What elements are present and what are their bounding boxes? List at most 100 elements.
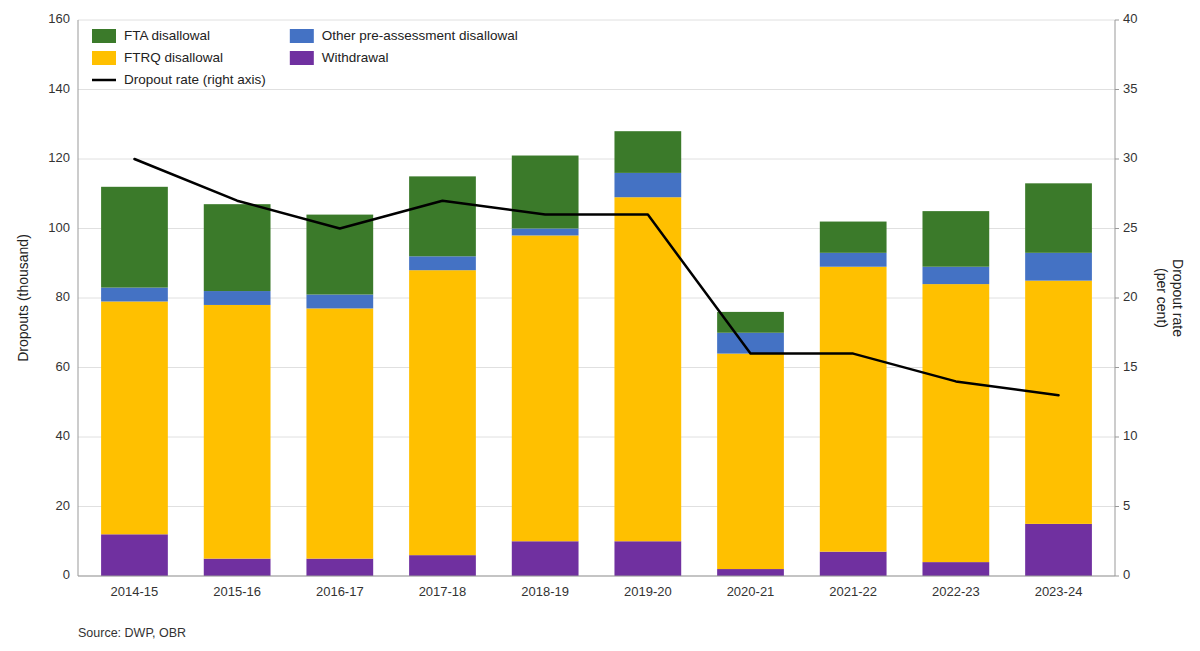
- legend-symbol: [290, 29, 314, 43]
- bar-segment: [306, 308, 373, 558]
- legend-label: FTA disallowal: [124, 28, 210, 43]
- y2-tick: [1115, 367, 1119, 368]
- grid-line: [78, 20, 1115, 21]
- x-tick-label: 2020-21: [727, 584, 775, 599]
- x-tick-label: 2016-17: [316, 584, 364, 599]
- y2-tick-label: 30: [1123, 150, 1137, 165]
- bar-segment: [820, 222, 887, 253]
- x-tick-label: 2022-23: [932, 584, 980, 599]
- y2-tick-label: 40: [1123, 11, 1137, 26]
- bar-segment: [101, 187, 168, 288]
- y-axis-label: Dropouts (thousand): [15, 234, 31, 362]
- y2-tick-label: 25: [1123, 220, 1137, 235]
- bar-segment: [614, 541, 681, 576]
- bar-segment: [922, 284, 989, 562]
- line: [134, 159, 1058, 395]
- legend-item: Withdrawal: [290, 50, 389, 65]
- bar-segment: [306, 215, 373, 295]
- legend-item: Other pre-assessment disallowal: [290, 28, 518, 43]
- bar-segment: [820, 253, 887, 267]
- x-tick-label: 2023-24: [1035, 584, 1083, 599]
- y2-tick-label: 35: [1123, 81, 1137, 96]
- legend-label: Other pre-assessment disallowal: [322, 28, 518, 43]
- y2-tick: [1115, 228, 1119, 229]
- bar-segment: [717, 569, 784, 576]
- x-tick-label: 2015-16: [213, 584, 261, 599]
- legend-label: FTRQ disallowal: [124, 50, 223, 65]
- y2-tick: [1115, 159, 1119, 160]
- y-tick-label: 40: [56, 428, 70, 443]
- x-tick-label: 2021-22: [829, 584, 877, 599]
- y-tick-label: 100: [48, 220, 70, 235]
- bar-segment: [101, 301, 168, 534]
- y-tick-label: 80: [56, 289, 70, 304]
- legend-item: FTRQ disallowal: [92, 50, 223, 65]
- bar-segment: [820, 267, 887, 552]
- bar-segment: [717, 354, 784, 569]
- grid-line: [78, 576, 1115, 577]
- legend-symbol: [92, 51, 116, 65]
- y2-tick: [1115, 20, 1119, 21]
- bar-segment: [512, 156, 579, 229]
- x-tick-label: 2019-20: [624, 584, 672, 599]
- bar-segment: [614, 197, 681, 541]
- bar-segment: [512, 235, 579, 541]
- bar-segment: [614, 173, 681, 197]
- y2-tick: [1115, 576, 1119, 577]
- source-note: Source: DWP, OBR: [78, 626, 186, 640]
- bar-segment: [306, 559, 373, 576]
- bar-segment: [1025, 281, 1092, 524]
- y2-tick: [1115, 506, 1119, 507]
- y-tick-label: 60: [56, 359, 70, 374]
- x-axis-line: [78, 576, 1115, 577]
- bar-segment: [922, 211, 989, 267]
- bar-segment: [717, 333, 784, 354]
- y2-tick: [1115, 89, 1119, 90]
- y-tick-label: 0: [63, 567, 70, 582]
- legend-symbol: [290, 51, 314, 65]
- y-tick-label: 140: [48, 81, 70, 96]
- grid-line: [78, 159, 1115, 160]
- y2-tick-label: 15: [1123, 359, 1137, 374]
- x-tick-label: 2018-19: [521, 584, 569, 599]
- bar-segment: [204, 305, 271, 559]
- bar-segment: [922, 562, 989, 576]
- bar-segment: [409, 256, 476, 270]
- y-tick-label: 120: [48, 150, 70, 165]
- bar-segment: [512, 229, 579, 236]
- bar-segment: [204, 204, 271, 291]
- y2-axis-label: Dropout rate(per cent): [1154, 259, 1186, 337]
- y-axis-line: [78, 20, 79, 576]
- bar-segment: [614, 131, 681, 173]
- y2-tick-label: 5: [1123, 498, 1130, 513]
- bar-segment: [204, 559, 271, 576]
- grid: [78, 20, 1115, 576]
- bar-segment: [306, 295, 373, 309]
- y-tick-label: 160: [48, 11, 70, 26]
- grid-line: [78, 89, 1115, 90]
- legend-symbol: [92, 29, 116, 43]
- chart: 0204060801001201401600510152025303540201…: [0, 0, 1200, 651]
- bar-segment: [101, 288, 168, 302]
- x-tick-label: 2017-18: [419, 584, 467, 599]
- axes: 0204060801001201401600510152025303540201…: [48, 11, 1137, 599]
- bar-segment: [1025, 183, 1092, 253]
- bar-segment: [204, 291, 271, 305]
- bar-segment: [1025, 253, 1092, 281]
- y2-tick-label: 0: [1123, 567, 1130, 582]
- bar-segment: [101, 534, 168, 576]
- bar-segment: [512, 541, 579, 576]
- legend-label: Dropout rate (right axis): [124, 72, 266, 87]
- x-tick-label: 2014-15: [111, 584, 159, 599]
- marks: [101, 131, 1092, 576]
- y2-tick: [1115, 298, 1119, 299]
- legend: FTA disallowal Other pre-assessment disal…: [92, 28, 518, 87]
- legend-label: Withdrawal: [322, 50, 389, 65]
- y2-tick-label: 20: [1123, 289, 1137, 304]
- y2-tick: [1115, 437, 1119, 438]
- legend-item: Dropout rate (right axis): [92, 72, 266, 87]
- legend-symbol: [92, 79, 116, 82]
- bar-segment: [922, 267, 989, 284]
- bar-segment: [409, 555, 476, 576]
- y-tick-label: 20: [56, 498, 70, 513]
